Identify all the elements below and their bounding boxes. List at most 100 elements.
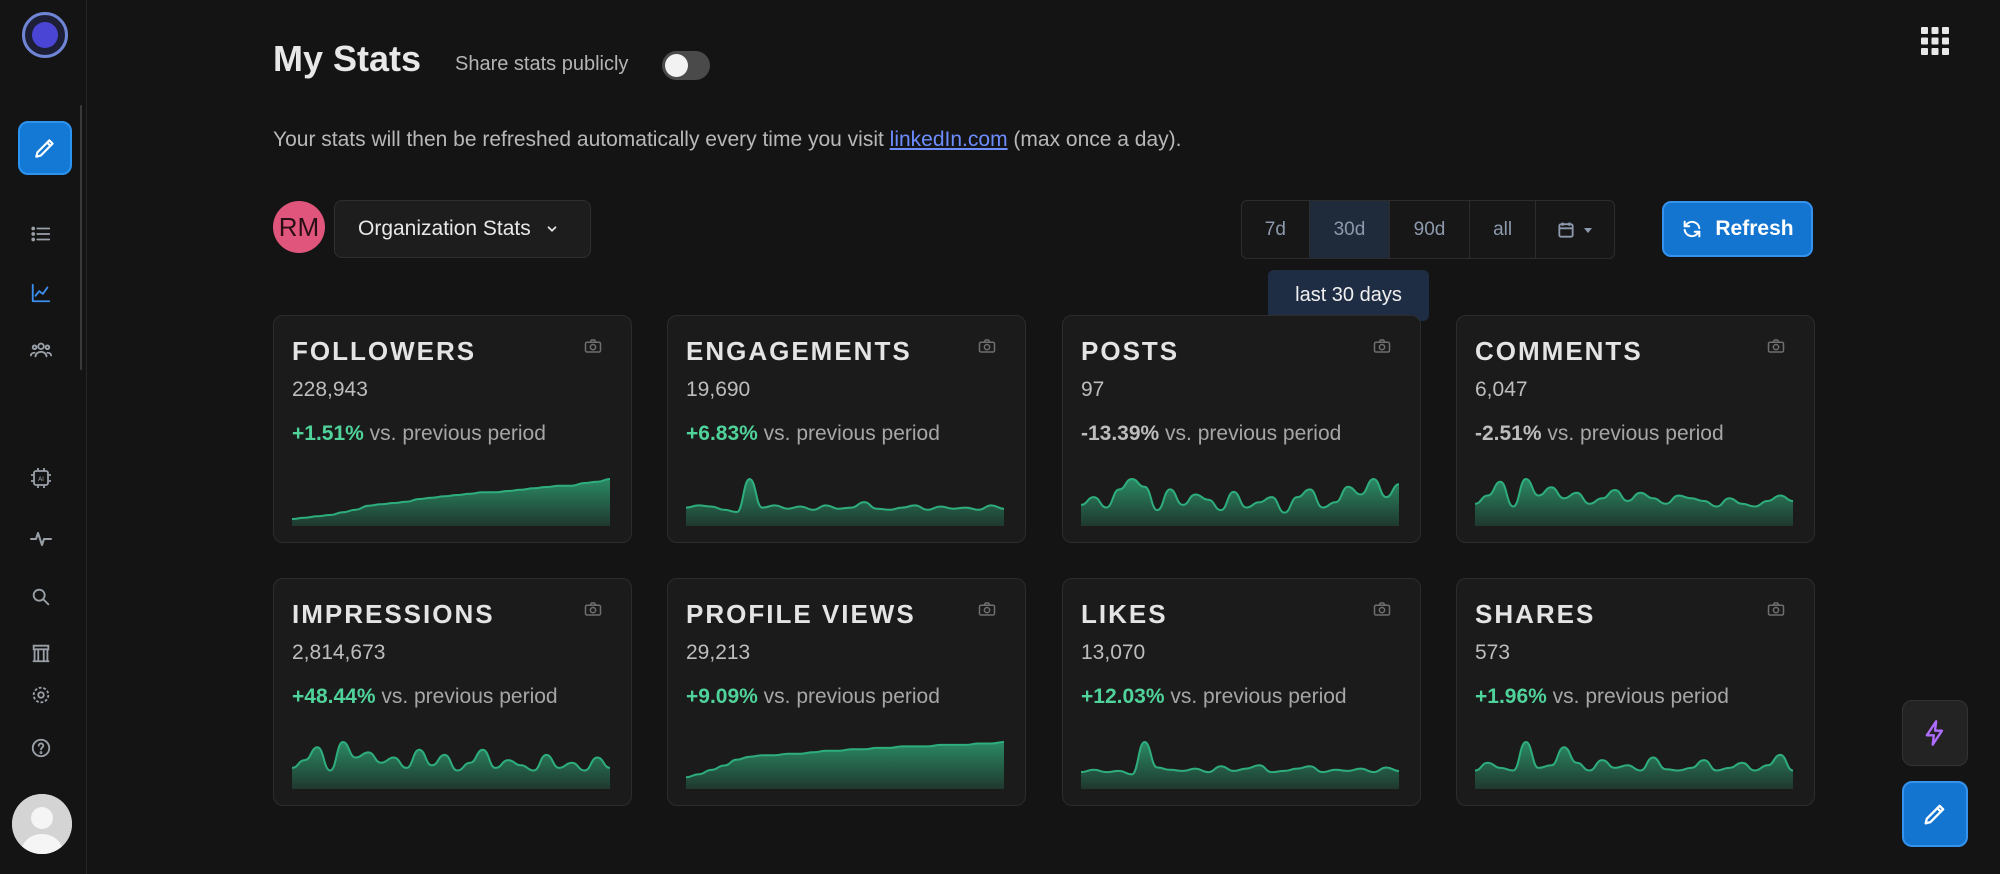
sidebar-item-activity[interactable] xyxy=(26,524,56,554)
sparkline-area xyxy=(1081,479,1399,526)
sparkline-chart xyxy=(1475,740,1793,789)
stat-card-change-suffix: vs. previous period xyxy=(757,685,940,708)
sparkline-chart xyxy=(686,477,1004,526)
sidebar-item-settings[interactable] xyxy=(26,680,56,710)
sidebar-item-stats[interactable] xyxy=(26,278,56,308)
stat-card-change-suffix: vs. previous period xyxy=(1164,685,1347,708)
gear-icon xyxy=(32,686,50,704)
toggle-knob xyxy=(665,54,688,77)
sparkline-chart xyxy=(686,741,1004,789)
apps-grid-icon[interactable] xyxy=(1920,26,1950,56)
camera-icon[interactable] xyxy=(1373,338,1391,354)
sparkline-area xyxy=(686,479,1004,526)
linkedin-link[interactable]: linkedIn.com xyxy=(889,128,1008,151)
stat-card-percent: +6.83% xyxy=(686,422,758,445)
refresh-info-text: Your stats will then be refreshed automa… xyxy=(273,128,1181,152)
camera-icon[interactable] xyxy=(978,338,996,354)
stat-card-title: COMMENTS xyxy=(1475,336,1643,366)
sidebar-item-help[interactable] xyxy=(26,733,56,763)
quick-actions-button[interactable] xyxy=(1902,700,1968,766)
refresh-button[interactable]: Refresh xyxy=(1662,201,1813,257)
refresh-label: Refresh xyxy=(1715,217,1794,240)
sidebar: AI xyxy=(0,0,87,874)
stat-card-followers: FOLLOWERS 228,943 +1.51% vs. previous peri… xyxy=(273,315,632,543)
stat-card-title: FOLLOWERS xyxy=(292,336,477,366)
sparkline-chart xyxy=(1081,740,1399,789)
stat-card-percent: +9.09% xyxy=(686,685,758,708)
user-silhouette-icon xyxy=(12,794,72,854)
sparkline-line xyxy=(686,477,1004,514)
sidebar-item-organization[interactable] xyxy=(26,638,56,668)
sidebar-item-posts[interactable] xyxy=(26,219,56,249)
stat-card-title: POSTS xyxy=(1081,336,1180,366)
stat-card-change: +12.03% vs. previous period xyxy=(1081,685,1347,709)
range-all-button[interactable]: all xyxy=(1470,201,1537,258)
sparkline-area xyxy=(292,479,610,526)
refresh-icon xyxy=(1684,220,1701,238)
users-icon xyxy=(30,342,52,358)
stat-card-value: 19,690 xyxy=(686,378,751,401)
camera-icon[interactable] xyxy=(1767,601,1785,617)
stat-card-title: ENGAGEMENTS xyxy=(686,336,912,366)
sparkline-chart xyxy=(292,478,610,526)
sidebar-scrollbar[interactable] xyxy=(80,105,82,370)
sidebar-item-search[interactable] xyxy=(26,582,56,612)
stat-card-likes: LIKES 13,070 +12.03% vs. previous period xyxy=(1062,578,1421,806)
stat-card-percent: +12.03% xyxy=(1081,685,1165,708)
stat-card-change: +48.44% vs. previous period xyxy=(292,685,558,709)
organization-select[interactable]: Organization Stats xyxy=(334,200,591,258)
stat-card-change-suffix: vs. previous period xyxy=(1159,422,1342,445)
stat-card-title: IMPRESSIONS xyxy=(292,599,495,629)
sparkline-line xyxy=(1475,477,1793,508)
organization-select-label: Organization Stats xyxy=(358,217,531,240)
stat-card-value: 13,070 xyxy=(1081,641,1146,664)
sparkline-area xyxy=(1475,479,1793,526)
share-stats-toggle[interactable] xyxy=(662,51,710,80)
ai-chip-icon: AI xyxy=(31,468,51,488)
sparkline-line xyxy=(1081,740,1399,776)
stat-card-change: -13.39% vs. previous period xyxy=(1081,422,1341,446)
pulse-icon xyxy=(30,532,52,546)
sparkline-chart xyxy=(292,740,610,789)
camera-icon[interactable] xyxy=(584,601,602,617)
stat-card-impressions: IMPRESSIONS 2,814,673 +48.44% vs. previous… xyxy=(273,578,632,806)
app-logo-icon[interactable] xyxy=(22,12,68,58)
custom-date-button[interactable] xyxy=(1536,201,1614,258)
camera-icon[interactable] xyxy=(1767,338,1785,354)
stat-card-change: +1.96% vs. previous period xyxy=(1475,685,1729,709)
stat-card-shares: SHARES 573 +1.96% vs. previous period xyxy=(1456,578,1815,806)
range-90d-button[interactable]: 90d xyxy=(1390,201,1470,258)
range-tooltip: last 30 days xyxy=(1268,270,1429,321)
stat-card-percent: +1.51% xyxy=(292,422,364,445)
stat-card-value: 573 xyxy=(1475,641,1511,664)
bolt-icon xyxy=(1925,720,1944,746)
sidebar-item-team[interactable] xyxy=(26,335,56,365)
compose-button[interactable] xyxy=(18,121,72,175)
user-avatar[interactable] xyxy=(12,794,72,854)
pencil-icon xyxy=(35,139,54,158)
range-7d-button[interactable]: 7d xyxy=(1242,201,1310,258)
list-icon xyxy=(31,226,51,242)
date-range-selector: 7d 30d 90d all xyxy=(1241,200,1615,259)
sparkline-line xyxy=(1081,477,1399,514)
building-icon xyxy=(32,644,50,663)
camera-icon[interactable] xyxy=(584,338,602,354)
pencil-icon xyxy=(1924,804,1945,825)
stat-card-title: PROFILE VIEWS xyxy=(686,599,916,629)
sparkline-chart xyxy=(1475,477,1793,526)
sparkline-line xyxy=(292,478,610,520)
range-30d-button[interactable]: 30d xyxy=(1309,201,1391,258)
sparkline-line xyxy=(1475,740,1793,772)
floating-compose-button[interactable] xyxy=(1902,781,1968,847)
sparkline-area xyxy=(686,742,1004,789)
camera-icon[interactable] xyxy=(978,601,996,617)
stat-card-change: +9.09% vs. previous period xyxy=(686,685,940,709)
share-stats-label: Share stats publicly xyxy=(455,53,629,75)
stat-card-value: 228,943 xyxy=(292,378,368,401)
camera-icon[interactable] xyxy=(1373,601,1391,617)
stat-card-change: -2.51% vs. previous period xyxy=(1475,422,1724,446)
sparkline-area xyxy=(1081,742,1399,789)
stat-card-change: +1.51% vs. previous period xyxy=(292,422,546,446)
sidebar-item-ai[interactable]: AI xyxy=(26,463,56,493)
stat-card-change-suffix: vs. previous period xyxy=(375,685,558,708)
